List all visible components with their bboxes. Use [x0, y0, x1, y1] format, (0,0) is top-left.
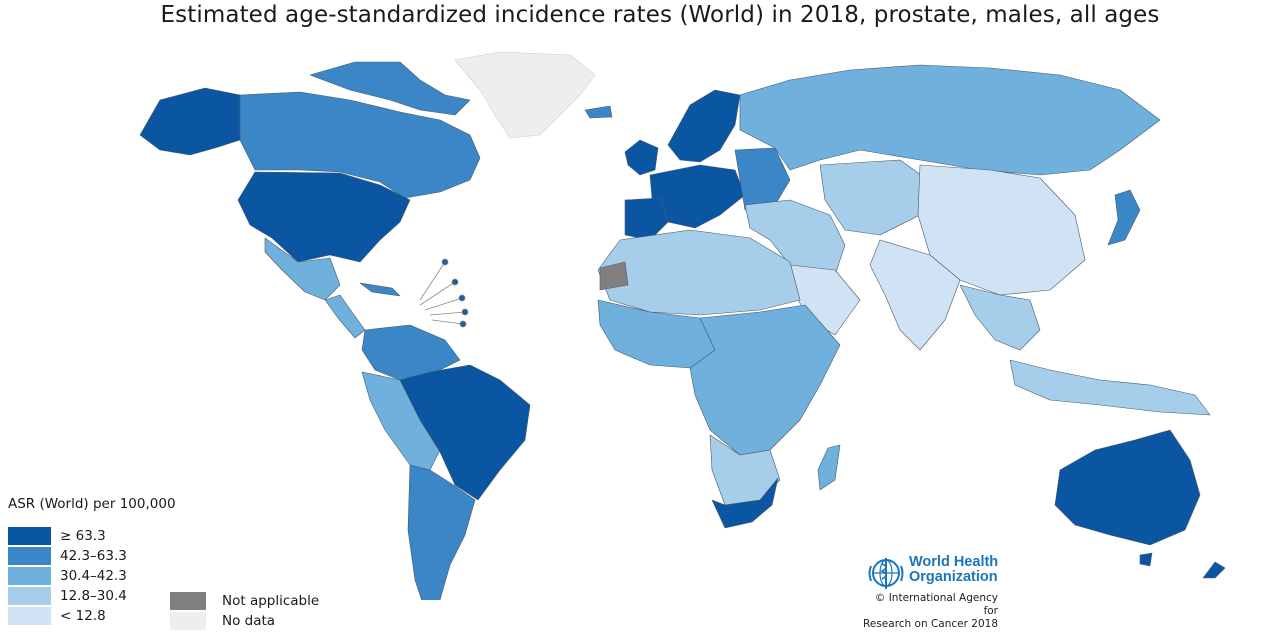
region-central-east-africa	[689, 304, 841, 456]
region-canada-arctic	[309, 61, 471, 116]
region-iberia	[624, 197, 669, 241]
legend-label-2: 42.3–63.3	[60, 548, 127, 564]
legend-swatch-not-applicable	[170, 592, 206, 610]
region-central-asia	[819, 159, 936, 236]
region-north-africa	[597, 229, 801, 316]
region-russia	[739, 64, 1161, 176]
region-uk-ireland	[624, 139, 659, 176]
who-name: World Health Organization	[909, 555, 998, 585]
region-indonesia	[1009, 359, 1211, 416]
iarc-credit: © International Agency for Research on C…	[858, 592, 998, 631]
legend-swatch-2	[8, 547, 51, 565]
region-central-america	[324, 294, 366, 339]
region-south-africa	[711, 477, 779, 529]
legend-item-4: 12.8–30.4	[8, 586, 176, 606]
legend-swatch-no-data	[170, 612, 206, 630]
region-china	[917, 164, 1086, 296]
legend-label-no-data: No data	[222, 613, 276, 629]
legend-swatch-3	[8, 567, 51, 585]
region-alaska	[139, 87, 241, 156]
world-map	[139, 51, 1226, 600]
legend-label-1: ≥ 63.3	[60, 528, 106, 544]
who-emblem-icon	[868, 558, 904, 589]
legend-swatch-1	[8, 527, 51, 545]
legend-label-4: 12.8–30.4	[60, 588, 127, 604]
legend-special: Not applicable No data	[170, 591, 319, 631]
who-name-line-1: World Health	[909, 554, 999, 570]
legend-title: ASR (World) per 100,000	[8, 496, 176, 512]
legend-item-no-data: No data	[170, 611, 319, 631]
region-scandinavia	[667, 89, 741, 163]
map-title: Estimated age-standardized incidence rat…	[160, 2, 1160, 28]
region-argentina	[407, 464, 476, 600]
who-name-line-2: Organization	[909, 569, 998, 585]
region-usa	[237, 171, 411, 263]
region-australia	[1054, 429, 1201, 546]
legend-item-1: ≥ 63.3	[8, 526, 176, 546]
region-brazil	[399, 364, 531, 501]
legend-label-not-applicable: Not applicable	[222, 593, 320, 609]
legend-label-5: < 12.8	[60, 608, 106, 624]
legend-item-3: 30.4–42.3	[8, 566, 176, 586]
region-japan	[1107, 189, 1141, 246]
iarc-credit-line-2: Research on Cancer 2018	[863, 618, 998, 630]
region-canada	[239, 91, 481, 199]
region-new-zealand	[1202, 561, 1226, 579]
legend-item-5: < 12.8	[8, 606, 176, 626]
legend-swatch-4	[8, 587, 51, 605]
region-tasmania	[1139, 552, 1153, 567]
region-greenland	[454, 51, 596, 139]
legend-item-2: 42.3–63.3	[8, 546, 176, 566]
caribbean-callouts	[419, 258, 469, 328]
region-southeast-asia	[959, 284, 1041, 351]
legend-swatch-5	[8, 607, 51, 625]
region-western-sahara	[599, 261, 629, 291]
region-madagascar	[817, 444, 841, 491]
region-iceland	[584, 105, 613, 119]
region-india	[869, 239, 961, 351]
legend-label-3: 30.4–42.3	[60, 568, 127, 584]
legend: ASR (World) per 100,000 ≥ 63.3 42.3–63.3…	[8, 496, 176, 626]
iarc-credit-line-1: © International Agency for	[874, 592, 998, 617]
legend-item-not-applicable: Not applicable	[170, 591, 319, 611]
region-cuba	[359, 282, 401, 297]
